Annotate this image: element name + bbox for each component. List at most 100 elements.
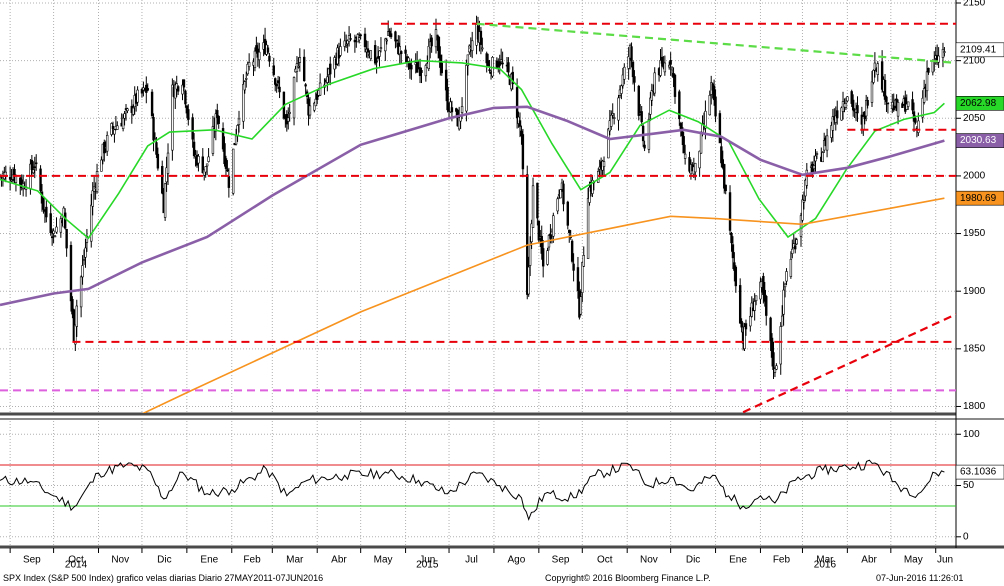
candle-body (30, 159, 34, 170)
candle-body (914, 118, 917, 123)
candle-body (437, 36, 441, 59)
candle-body (42, 197, 45, 210)
candle-body (69, 245, 73, 302)
candle-body (266, 47, 270, 53)
candle-body (678, 91, 681, 120)
candle-body (253, 50, 257, 68)
candle-body (8, 177, 12, 180)
candle-body (197, 155, 200, 164)
candle-body (227, 176, 231, 188)
price-plot-group (0, 15, 956, 413)
candle-body (649, 97, 652, 115)
last-price-tag: 2109.41 (960, 44, 997, 55)
candle-body (896, 102, 900, 117)
candle-body (621, 74, 625, 87)
candle-body (275, 84, 278, 87)
candle-body (39, 168, 42, 191)
moving-average-line (142, 197, 945, 413)
candle-body (528, 244, 532, 266)
month-label: May (904, 554, 923, 565)
candle-body (633, 76, 636, 83)
candle-body (150, 91, 154, 116)
candle-body (146, 88, 149, 91)
candle-body (765, 295, 768, 316)
candle-body (789, 258, 793, 277)
candle-body (203, 169, 206, 176)
candle-body (714, 96, 717, 117)
candle-body (205, 163, 209, 167)
candle-body (738, 285, 742, 324)
month-label: Jun (419, 554, 435, 565)
candle-body (14, 175, 18, 183)
candle-body (667, 64, 671, 68)
candle-body (481, 47, 484, 50)
candle-body (226, 169, 229, 172)
candle-body (50, 236, 54, 239)
candle-body (313, 102, 316, 111)
candle-body (74, 324, 77, 345)
candle-body (344, 43, 348, 46)
month-label: Ene (729, 554, 747, 565)
candle-body (870, 81, 874, 103)
month-label: Mar (286, 554, 304, 565)
candle-body (247, 62, 251, 67)
candle-body (465, 64, 468, 112)
candle-body (740, 320, 743, 328)
ma-orange-tag: 1980.69 (960, 193, 997, 204)
month-label: Jun (937, 554, 953, 565)
month-label: Ago (507, 554, 525, 565)
last-price-tag-box (955, 42, 1004, 58)
candle-body (389, 33, 393, 38)
month-label: Nov (111, 554, 129, 565)
candle-body (79, 276, 83, 308)
candle-body (650, 90, 654, 101)
candle-body (527, 266, 530, 295)
candle-body (540, 235, 543, 254)
candle-body (343, 40, 346, 47)
candle-body (754, 295, 758, 301)
candle-body (287, 117, 290, 122)
candle-body (450, 107, 454, 113)
candle-body (59, 218, 63, 233)
ma-orange-tag-box (955, 190, 1004, 206)
candle-body (84, 247, 87, 258)
candle-body (152, 117, 155, 141)
candle-body (679, 123, 682, 129)
month-label: Mar (816, 554, 834, 565)
candle-body (359, 34, 362, 37)
candle-body (33, 166, 36, 169)
candle-body (607, 128, 610, 159)
price-tick-label: 1850 (963, 343, 986, 354)
candle-body (794, 245, 797, 250)
candle-body (572, 263, 575, 271)
candle-body (831, 116, 835, 131)
candle-body (743, 326, 746, 349)
candle-body (610, 114, 613, 127)
year-label: 2015 (416, 559, 439, 570)
year-label: 2016 (814, 559, 837, 570)
candle-body (627, 56, 630, 69)
candle-body (358, 37, 361, 41)
candle-body (449, 101, 452, 113)
month-label: Oct (597, 554, 613, 565)
candle-body (163, 183, 167, 218)
candle-body (457, 117, 461, 130)
candle-body (591, 179, 594, 194)
candle-body (681, 127, 684, 137)
candle-body (851, 99, 855, 111)
candle-body (744, 323, 748, 330)
candle-body (801, 199, 804, 221)
candle-body (623, 66, 626, 80)
candle-body (204, 166, 207, 173)
candle-body (734, 266, 738, 287)
candle-body (10, 179, 13, 182)
candle-body (698, 150, 701, 169)
candle-body (153, 138, 157, 140)
candle-body (643, 144, 646, 149)
candle-body (121, 117, 125, 129)
candle-body (783, 283, 787, 288)
ma-purple-tag: 2030.63 (960, 135, 997, 146)
candle-body (850, 91, 853, 104)
candle-body (304, 84, 307, 87)
candle-body (211, 126, 215, 154)
